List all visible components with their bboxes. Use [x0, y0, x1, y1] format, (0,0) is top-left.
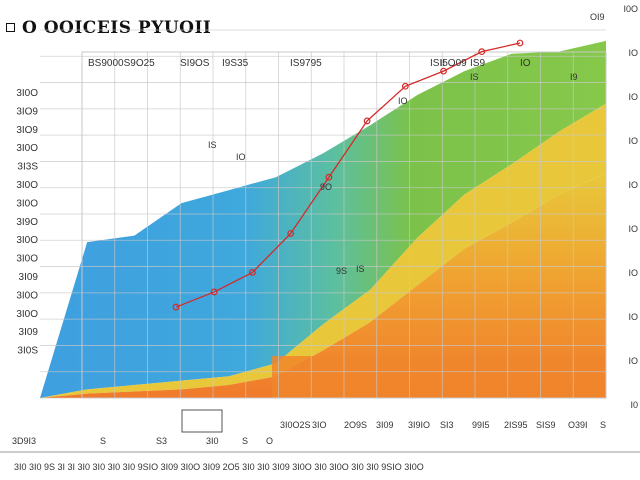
area-series-1 [40, 40, 606, 399]
header-tick-label: IS9795 [290, 58, 322, 69]
x-tick-label-inner: S [242, 436, 248, 446]
overlay-point [440, 67, 447, 75]
header-tick-label: IS9 [470, 58, 485, 69]
x-tick-label-mid: 99I5 [472, 420, 490, 430]
x-tick-label-inner: 3D9I3 [12, 436, 36, 446]
x-tick-label-inner: 3I0 [206, 436, 219, 446]
y-tick-label-left: 3I3S [17, 162, 38, 173]
x-tick-label-mid: S [600, 420, 606, 430]
y-tick-label-left: 3I0O [16, 143, 38, 154]
title-box-icon [6, 23, 15, 32]
y-tick-label-right: IO [628, 180, 638, 190]
header-tick-label: SI9OS [180, 58, 210, 69]
x-tick-label-mid: 3I9IO [408, 420, 430, 430]
y-tick-label-left: 3I0O [16, 88, 38, 99]
y-tick-label-left: 3IO9 [16, 106, 38, 117]
y-tick-label-left: 3I0O [16, 254, 38, 265]
header-tick-label: BS9000S9O25 [88, 58, 155, 69]
y-tick-label-left: 3I0O [16, 235, 38, 246]
x-tick-label-bottom: 3I0 3I0 9S 3I 3I 3I0 3I0 3I0 3I0 9SIO 3I… [14, 462, 424, 472]
area-series-3 [40, 172, 606, 398]
overlay-line-series [172, 39, 524, 311]
header-tick-label: I9S35 [222, 58, 249, 69]
data-value-label: IS [470, 72, 479, 82]
overlay-point [478, 48, 486, 56]
y-tick-label-left: 3IO9 [16, 125, 38, 136]
overlay-point [287, 230, 295, 237]
data-value-label: IO [398, 96, 408, 106]
y-tick-label-left: 3I09 [19, 327, 39, 338]
data-value-label: IS [356, 264, 365, 274]
y-tick-label-right: IO [628, 224, 638, 234]
overlay-point [249, 269, 256, 276]
data-value-label: IO [236, 152, 246, 162]
y-tick-label-left: 3I0S [17, 346, 38, 357]
x-tick-label-inner: S [100, 436, 106, 446]
chart-title: O OOICEIS PYUOII [22, 18, 212, 38]
header-tick-label: ISI5O09 [430, 58, 467, 69]
y-tick-label-left: 3I0O [16, 309, 38, 320]
y-tick-label-left: 3I9O [16, 217, 38, 228]
x-tick-label-mid: SI3 [440, 420, 454, 430]
x-tick-label-mid: SIS9 [536, 420, 556, 430]
y-tick-label-left: 3I0O [16, 180, 38, 191]
area-base-band [272, 356, 606, 398]
y-tick-label-left: 3I0O [16, 290, 38, 301]
y-tick-label-right: IO [628, 136, 638, 146]
x-tick-label-mid: 2IS95 [504, 420, 528, 430]
y-tick-label-right: I0 [630, 400, 638, 410]
y-tick-label-left: 3I0O [16, 198, 38, 209]
data-value-label: I9 [570, 72, 578, 82]
overlay-point [363, 117, 371, 125]
y-tick-label-right: IO [628, 312, 638, 322]
x-tick-label-mid: 2O9S [344, 420, 367, 430]
y-tick-label-right: IO [628, 48, 638, 58]
overlay-point [210, 288, 218, 296]
overlay-point [516, 39, 524, 47]
x-tick-label-mid: O39I [568, 420, 588, 430]
y-tick-label-right: I0O [623, 4, 638, 14]
data-value-label: IS [208, 140, 217, 150]
data-value-label: 9S [336, 266, 347, 276]
header-tick-label: IO [520, 58, 531, 69]
x-tick-label-inner: O [266, 436, 273, 446]
grid-lines [0, 29, 640, 453]
overlay-line [175, 42, 521, 308]
overlay-point [401, 82, 409, 90]
data-value-label: 9O [320, 182, 332, 192]
overlay-point [325, 173, 333, 181]
tick-labels: BS9000S9O25 SI9OS I9S35 IS9795 ISI5O09 IS9 IO3… [12, 4, 638, 472]
y-tick-label-left: 3I09 [19, 272, 39, 283]
x-tick-label-mid: 3IO [312, 420, 327, 430]
x-tick-label-mid: 3I0O2S [280, 420, 311, 430]
area-layers [40, 40, 606, 433]
y-tick-label-right: IO [628, 92, 638, 102]
overlay-point [172, 303, 180, 311]
data-value-label: II [440, 58, 445, 68]
area-series-2 [40, 103, 606, 398]
legend-box [181, 409, 223, 433]
x-tick-label-mid: 3I09 [376, 420, 394, 430]
x-tick-label-inner: S3 [156, 436, 167, 446]
y-tick-label-right: IO [628, 268, 638, 278]
data-value-label: OI9 [590, 12, 605, 22]
y-tick-label-right: IO [628, 356, 638, 366]
